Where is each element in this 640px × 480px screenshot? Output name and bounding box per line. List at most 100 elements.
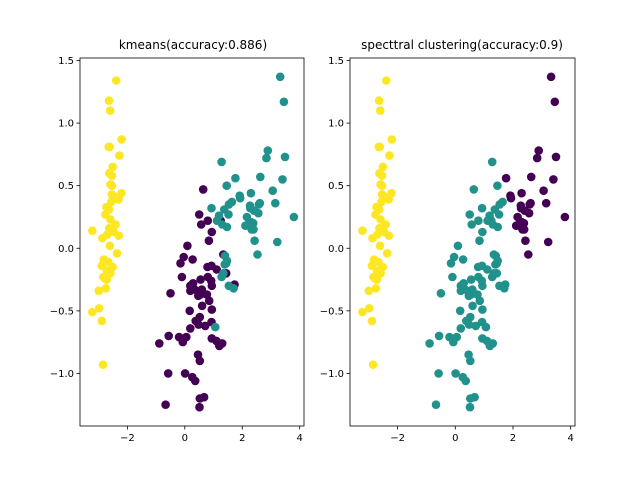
scatter-point xyxy=(101,210,110,219)
scatter-point xyxy=(475,236,484,245)
scatter-point xyxy=(111,220,120,229)
scatter-point xyxy=(106,269,115,278)
kmeans-axes-frame xyxy=(79,57,305,427)
scatter-point xyxy=(279,97,289,107)
scatter-point xyxy=(387,135,397,144)
scatter-point xyxy=(246,217,256,227)
scatter-point xyxy=(117,135,126,144)
scatter-point xyxy=(458,372,468,382)
scatter-point xyxy=(374,257,383,267)
scatter-point xyxy=(373,230,382,239)
y-tick-label: −0.5 xyxy=(50,306,74,317)
scatter-point xyxy=(217,272,226,282)
scatter-point xyxy=(94,304,104,313)
scatter-point xyxy=(222,181,231,190)
y-tick-label: 0.5 xyxy=(328,181,344,192)
y-tick-label: 0.5 xyxy=(58,181,74,192)
y-tick-label: 1.5 xyxy=(58,56,74,67)
scatter-point xyxy=(375,241,385,251)
scatter-point xyxy=(524,250,533,259)
scatter-point xyxy=(551,152,561,162)
kmeans-subplot-title: kmeans(accuracy:0.886) xyxy=(119,38,267,52)
y-tick-label: −1.0 xyxy=(50,369,74,380)
scatter-point xyxy=(477,203,487,213)
scatter-point xyxy=(387,188,396,198)
scatter-point xyxy=(549,175,558,184)
kmeans-points xyxy=(88,72,299,412)
scatter-point xyxy=(186,324,195,333)
scatter-point xyxy=(271,198,280,208)
scatter-point xyxy=(109,227,119,237)
scatter-point xyxy=(478,281,487,291)
scatter-point xyxy=(456,324,466,333)
scatter-point xyxy=(374,96,384,105)
scatter-point xyxy=(498,197,507,207)
scatter-point xyxy=(358,307,367,317)
scatter-point xyxy=(517,188,526,198)
scatter-point xyxy=(371,210,380,219)
y-tick-label: 1.5 xyxy=(328,56,344,67)
scatter-point xyxy=(105,106,115,115)
scatter-point xyxy=(111,76,121,85)
scatter-point xyxy=(97,316,107,326)
spectral-subplot: specttral clustering(accuracy:0.9) −2 0 2 4… xyxy=(320,38,576,444)
scatter-point xyxy=(358,226,367,235)
spectral-axes-frame xyxy=(349,57,576,427)
scatter-point xyxy=(224,281,234,291)
scatter-point xyxy=(289,212,299,222)
scatter-point xyxy=(517,217,526,227)
scatter-point xyxy=(501,173,511,183)
x-tick-label: 2 xyxy=(239,433,245,444)
scatter-point xyxy=(250,236,259,245)
scatter-point xyxy=(369,272,378,282)
scatter-point xyxy=(474,272,483,282)
scatter-point xyxy=(103,230,112,239)
scatter-point xyxy=(481,322,491,332)
scatter-point xyxy=(224,210,233,219)
scatter-point xyxy=(464,320,474,329)
scatter-point xyxy=(525,200,534,209)
x-tick-label: 0 xyxy=(452,433,458,444)
scatter-point xyxy=(105,241,115,251)
scatter-point xyxy=(376,106,385,115)
scatter-point xyxy=(495,281,504,291)
scatter-point xyxy=(371,284,381,293)
scatter-point xyxy=(108,162,117,172)
scatter-point xyxy=(425,339,434,348)
scatter-point xyxy=(367,316,377,326)
scatter-point xyxy=(382,249,392,258)
scatter-point xyxy=(195,312,205,322)
scatter-point xyxy=(376,269,385,278)
scatter-point xyxy=(543,237,553,247)
scatter-point xyxy=(449,337,458,347)
scatter-point xyxy=(278,175,287,184)
scatter-point xyxy=(101,284,111,293)
scatter-point xyxy=(194,320,203,329)
scatter-point xyxy=(180,369,190,378)
scatter-point xyxy=(466,312,475,322)
scatter-point xyxy=(487,157,497,167)
scatter-point xyxy=(532,153,542,163)
x-tick-label: 4 xyxy=(297,433,303,444)
scatter-point xyxy=(88,307,97,317)
scatter-point xyxy=(103,257,113,267)
scatter-point xyxy=(365,304,374,313)
scatter-point xyxy=(385,151,394,160)
scatter-point xyxy=(489,269,499,278)
scatter-point xyxy=(466,394,475,403)
scatter-point xyxy=(193,350,203,360)
scatter-point xyxy=(196,220,206,229)
scatter-point xyxy=(188,372,197,382)
scatter-point xyxy=(188,255,197,264)
scatter-point xyxy=(465,210,475,219)
scatter-point xyxy=(166,289,175,298)
scatter-point xyxy=(235,191,244,200)
scatter-point xyxy=(377,171,387,180)
scatter-point xyxy=(534,146,543,155)
spectral-points xyxy=(358,72,570,412)
scatter-point xyxy=(194,210,204,219)
scatter-point xyxy=(466,275,476,284)
y-tick-label: 0.0 xyxy=(58,244,74,255)
scatter-point xyxy=(220,251,230,261)
scatter-point xyxy=(453,241,463,251)
